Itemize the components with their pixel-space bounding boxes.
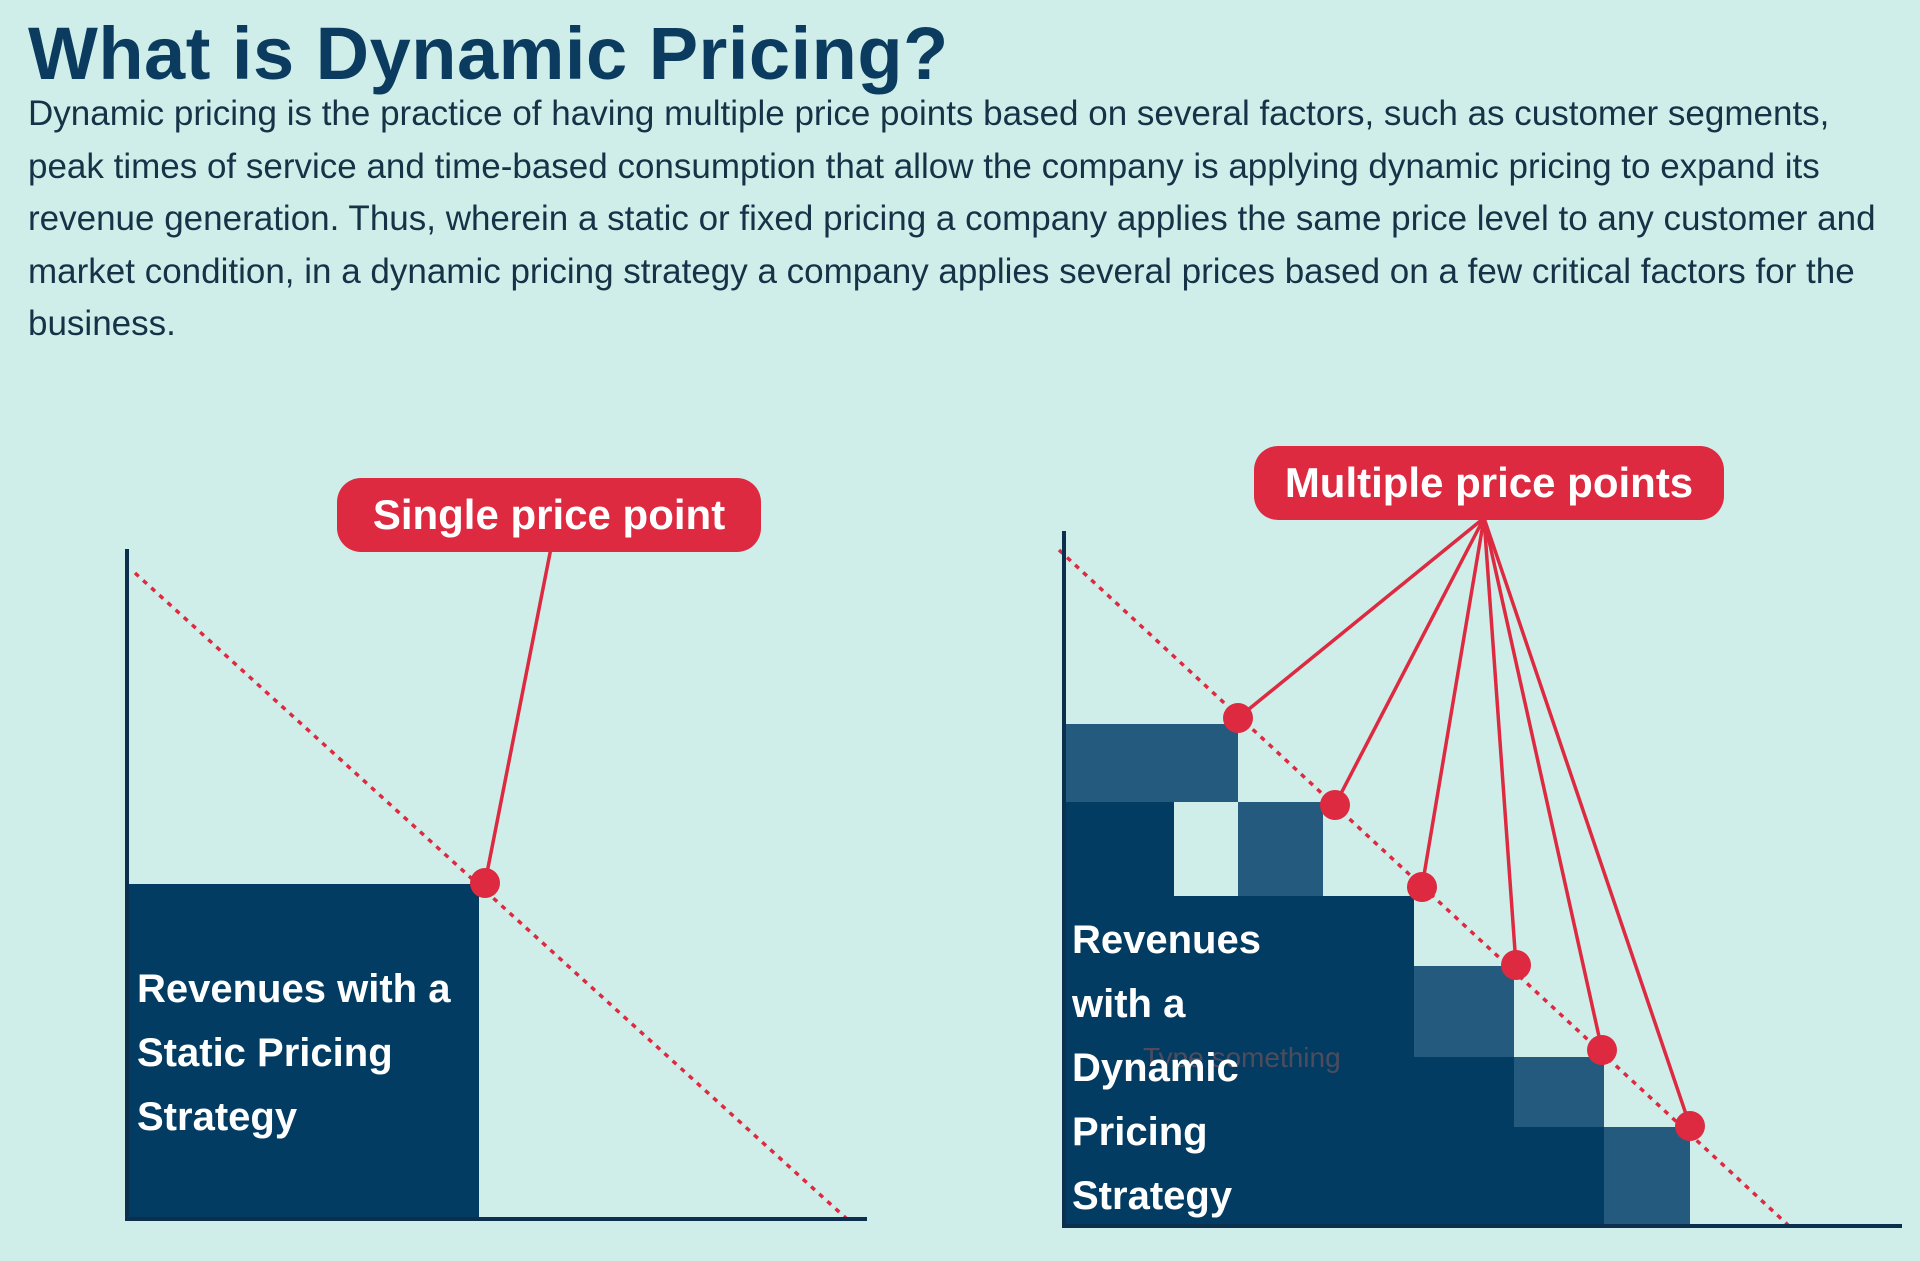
price-point-marker	[1501, 950, 1531, 980]
price-point-markers	[1223, 703, 1705, 1141]
price-point-marker	[1587, 1035, 1617, 1065]
static-revenue-area	[127, 884, 479, 1220]
dynamic-pricing-diagram	[1057, 516, 1902, 1228]
price-point-marker	[470, 868, 500, 898]
price-step-block	[1414, 966, 1514, 1057]
price-step-block	[1604, 1127, 1690, 1227]
dynamic-revenue-label: Revenues with a Dynamic Pricing Strategy	[1072, 918, 1261, 1218]
single-price-point-callout: Single price point	[337, 478, 761, 552]
revenue-block	[1174, 896, 1414, 1227]
multiple-price-points-callout: Multiple price points	[1254, 446, 1724, 520]
intro-paragraph: Dynamic pricing is the practice of havin…	[28, 94, 1876, 343]
price-point-marker	[1223, 703, 1253, 733]
price-point-marker	[1320, 790, 1350, 820]
callout-connectors	[1236, 516, 1692, 1127]
page-title: What is Dynamic Pricing?	[28, 12, 949, 95]
static-pricing-diagram	[125, 547, 867, 1222]
price-point-marker	[1407, 872, 1437, 902]
price-step-block	[1238, 802, 1323, 896]
price-step-block	[1064, 724, 1238, 802]
static-revenue-label: Revenues with a Static Pricing Strategy	[137, 967, 451, 1139]
price-step-block	[1514, 1057, 1604, 1127]
faint-placeholder-text: Type something	[1143, 1042, 1341, 1073]
callout-connector	[483, 547, 553, 884]
revenue-block	[1064, 802, 1174, 1227]
price-point-marker	[1675, 1111, 1705, 1141]
